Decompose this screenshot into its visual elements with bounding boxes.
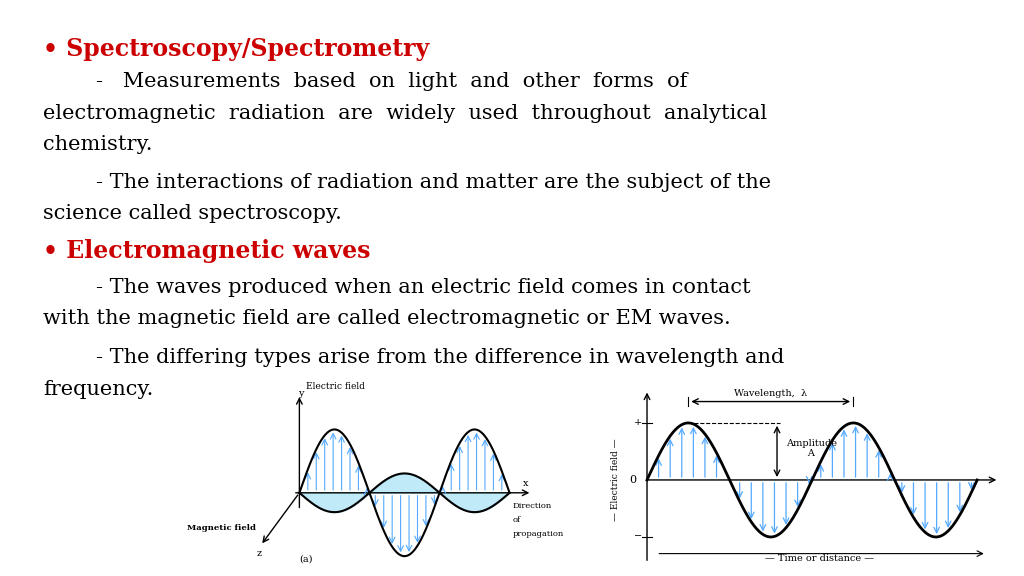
Text: • Electromagnetic waves: • Electromagnetic waves [43, 239, 371, 263]
Text: 0: 0 [629, 475, 636, 485]
Text: (a): (a) [299, 554, 313, 563]
Text: +: + [634, 418, 642, 427]
Text: — Electric field —: — Electric field — [611, 439, 621, 521]
Text: Magnetic field: Magnetic field [186, 524, 256, 532]
Text: chemistry.: chemistry. [43, 135, 153, 154]
Text: -   Measurements  based  on  light  and  other  forms  of: - Measurements based on light and other … [43, 72, 687, 91]
Text: - The differing types arise from the difference in wavelength and: - The differing types arise from the dif… [43, 348, 784, 367]
Text: - The waves produced when an electric field comes in contact: - The waves produced when an electric fi… [43, 278, 751, 297]
Text: frequency.: frequency. [43, 380, 154, 399]
Text: science called spectroscopy.: science called spectroscopy. [43, 204, 342, 223]
Text: −: − [634, 532, 642, 541]
Text: with the magnetic field are called electromagnetic or EM waves.: with the magnetic field are called elect… [43, 309, 731, 328]
Text: Wavelength,  λ: Wavelength, λ [734, 389, 807, 398]
Text: Electric field: Electric field [306, 382, 365, 391]
Text: - The interactions of radiation and matter are the subject of the: - The interactions of radiation and matt… [43, 173, 771, 192]
Text: • Spectroscopy/Spectrometry: • Spectroscopy/Spectrometry [43, 37, 429, 62]
Text: Direction: Direction [513, 502, 552, 510]
Text: — Time or distance —: — Time or distance — [766, 554, 874, 563]
Text: propagation: propagation [513, 530, 564, 538]
Text: y: y [298, 389, 304, 398]
Text: Amplitude
       A: Amplitude A [786, 439, 838, 458]
Text: x: x [523, 479, 528, 487]
Text: z: z [256, 549, 261, 558]
Text: of: of [513, 516, 521, 524]
Text: electromagnetic  radiation  are  widely  used  throughout  analytical: electromagnetic radiation are widely use… [43, 104, 767, 123]
